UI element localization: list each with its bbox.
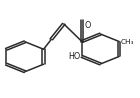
Text: HO: HO <box>68 52 80 61</box>
Text: CH₃: CH₃ <box>121 39 134 44</box>
Text: O: O <box>85 21 91 30</box>
